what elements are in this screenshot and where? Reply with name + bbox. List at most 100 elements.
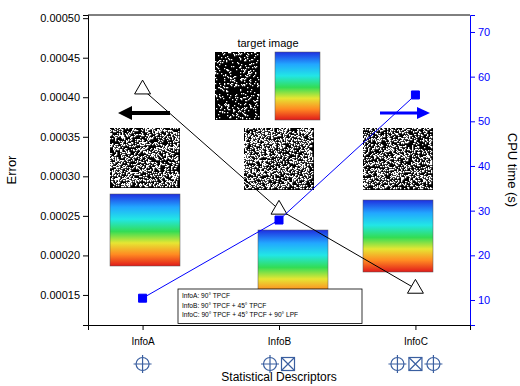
series-marker	[135, 80, 151, 94]
color-map	[275, 52, 320, 120]
y-axis-tick-mark	[83, 176, 88, 177]
icon-part	[282, 358, 295, 371]
descriptor-icons	[134, 355, 443, 373]
y2-axis-line	[471, 16, 476, 326]
series-marker	[271, 200, 287, 214]
y-axis-tick-label: 0.00025	[40, 210, 80, 222]
y-axis-tick-label: 0.00015	[40, 289, 80, 301]
annotation: InfoC: 90° TPCF + 45° TPCF + 90° LPF	[182, 311, 298, 318]
micrograph-bg	[363, 128, 433, 190]
y-axis-tick-mark	[83, 295, 88, 296]
icon-part	[261, 355, 279, 373]
y-axis-tick: 0.00035	[40, 131, 88, 143]
frame-top	[88, 15, 470, 16]
icon-part	[409, 358, 422, 371]
x-axis: InfoA InfoB InfoC	[89, 325, 471, 347]
x-axis-tick-label: InfoC	[404, 336, 428, 347]
x-axis-tick-mark	[143, 325, 144, 330]
icon	[261, 355, 279, 373]
icon-part	[424, 355, 442, 373]
x-axis-tick-mark	[415, 325, 416, 330]
y2-axis-tick: 50	[470, 115, 490, 127]
micrograph-bg	[110, 128, 180, 188]
annotation: InfoB: 90° TPCF + 45° TPCF	[182, 302, 266, 309]
x-axis-tick: InfoB	[268, 325, 292, 347]
series-line	[143, 89, 416, 288]
y-axis-tick-label: 0.00050	[40, 12, 80, 24]
y-axis-tick-mark	[83, 137, 88, 138]
y2-axis-tick: 10	[470, 294, 490, 306]
y-axis-tick: 0.00040	[40, 91, 88, 103]
annotation: InfoA: 90° TPCF	[182, 292, 230, 299]
y2-axis-tick-label: 20	[478, 249, 490, 261]
y2-axis-tick: 40	[470, 160, 490, 172]
y-axis-tick: 0.00025	[40, 210, 88, 222]
x-axis-tick: InfoC	[404, 325, 428, 347]
color-map	[110, 194, 180, 266]
y-axis-tick: 0.00045	[40, 52, 88, 64]
y-axis-tick-mark	[83, 58, 88, 59]
y2-axis-tick-label: 30	[478, 205, 490, 217]
arrow-head	[118, 106, 132, 120]
images	[110, 52, 433, 302]
y-axis-tick-mark	[83, 97, 88, 98]
arrow-head	[417, 107, 430, 119]
y-axis-tick-label: 0.00035	[40, 131, 80, 143]
y-axis-tick-mark	[83, 216, 88, 217]
annotation: target image	[237, 37, 298, 49]
arrow	[128, 111, 170, 115]
icon	[282, 358, 295, 371]
y2-axis-tick-mark	[470, 300, 475, 301]
x-axis-title: Statistical Descriptors	[221, 370, 336, 384]
y2-axis-tick-label: 70	[478, 26, 490, 38]
x-axis-tick-label: InfoA	[131, 336, 155, 347]
y2-axis-tick: 30	[470, 205, 490, 217]
micrograph-dots	[215, 52, 259, 119]
series-line	[143, 95, 416, 298]
y-axis-title: Error	[4, 155, 19, 185]
y2-axis-tick-label: 40	[478, 160, 490, 172]
y-axis-tick-label: 0.00020	[40, 249, 80, 261]
y2-axis-tick-mark	[470, 121, 475, 122]
y-axis-tick-label: 0.00045	[40, 52, 80, 64]
y-axis-tick: 0.00030	[40, 170, 88, 182]
y2-axis-tick-label: 60	[478, 71, 490, 83]
x-axis-tick: InfoA	[131, 325, 155, 347]
series-marker	[139, 294, 147, 302]
y2-axis-tick-mark	[470, 211, 475, 212]
icon	[424, 355, 442, 373]
micrograph-dots	[363, 128, 432, 189]
icon	[134, 355, 152, 373]
y-axis-tick-label: 0.00030	[40, 170, 80, 182]
y-axis-tick: 0.00050	[40, 12, 88, 24]
series-marker	[407, 279, 423, 293]
plot-area	[135, 80, 424, 302]
y2-axis-tick-mark	[470, 32, 475, 33]
icon-part	[134, 355, 152, 373]
y2-axis-tick: 60	[470, 71, 490, 83]
x-axis-tick-label: InfoB	[268, 336, 292, 347]
y2-axis-tick-mark	[470, 166, 475, 167]
series-marker	[275, 216, 283, 224]
x-axis-tick-mark	[279, 325, 280, 330]
y2-axis-tick: 20	[470, 249, 490, 261]
icon	[409, 358, 422, 371]
y-axis-tick-mark	[83, 255, 88, 256]
icon	[388, 355, 406, 373]
x-axis-line	[89, 326, 471, 331]
icon-part	[282, 358, 295, 371]
icon-part	[409, 358, 422, 371]
y2-axis-tick-label: 50	[478, 115, 490, 127]
y-axis-tick: 0.00015	[40, 289, 88, 301]
micrograph-bg	[244, 128, 314, 190]
y-axis-tick-mark	[83, 18, 88, 19]
micrograph-dots	[110, 128, 179, 187]
y2-axis-title: CPU time (s)	[505, 133, 520, 207]
color-map	[363, 200, 433, 272]
arrow	[380, 112, 420, 115]
y-axis-tick: 0.00020	[40, 249, 88, 261]
y-axis: 0.00015 0.00020 0.00025 0.00030 0.00035 0.000…	[40, 12, 88, 325]
y2-axis-tick-mark	[470, 255, 475, 256]
micrograph-dots	[244, 128, 313, 189]
annotation-box	[178, 289, 362, 324]
